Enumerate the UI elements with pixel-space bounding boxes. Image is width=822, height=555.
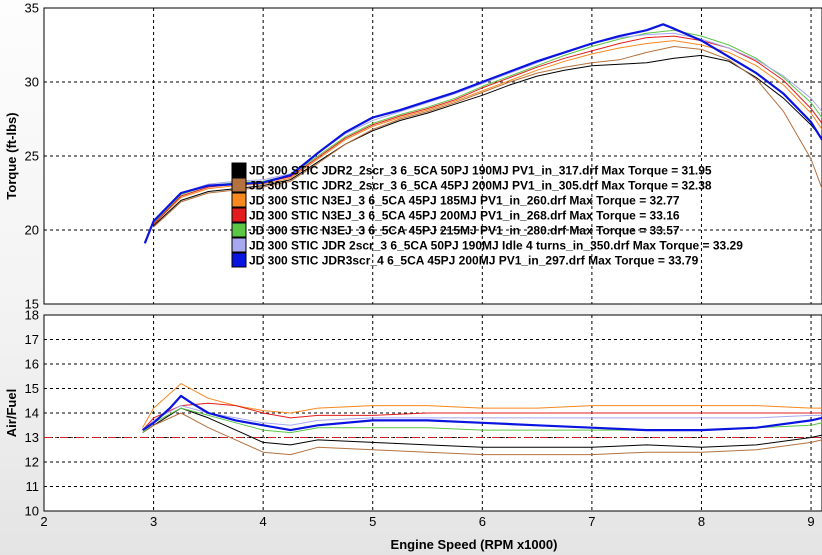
legend-swatch xyxy=(231,162,247,178)
torque-series-line xyxy=(153,32,822,222)
x-tick-label: 6 xyxy=(479,514,486,529)
x-tick-label: 7 xyxy=(588,514,595,529)
airfuel-series-line xyxy=(142,383,822,428)
y-tick-label: 14 xyxy=(25,406,39,421)
airfuel-series-line xyxy=(142,402,822,431)
legend-entry: JD 300 STIC N3EJ_3 6_5CA 45PJ 215MJ PV1_… xyxy=(249,224,680,238)
torque-series-line xyxy=(143,23,822,244)
legend-swatch xyxy=(231,207,247,223)
airfuel-series-line xyxy=(142,412,822,456)
x-tick-label: 2 xyxy=(40,514,47,529)
y-tick-label: 20 xyxy=(25,223,39,238)
torque-series-line xyxy=(153,40,822,225)
airfuel-series-line xyxy=(142,405,822,431)
torque-series-line xyxy=(153,54,822,226)
legend-swatch xyxy=(231,177,247,193)
legend-swatch xyxy=(231,222,247,238)
y-tick-label: 11 xyxy=(26,479,40,494)
x-tick-label: 8 xyxy=(698,514,705,529)
y-tick-label: 17 xyxy=(25,332,39,347)
y-tick-label: 13 xyxy=(25,430,39,445)
torque-series-line xyxy=(153,29,822,223)
legend-swatch xyxy=(231,192,247,208)
tick-labels: 2 3 4 5 6 7 8 9 15 20 25 30 35 10 11 12 13 14 15 16 17 18 xyxy=(25,1,815,530)
legend-swatch xyxy=(231,252,247,268)
legend-entry: JD 300 STIC JDR2_2scr_3 6_5CA 45PJ 200MJ… xyxy=(249,179,712,193)
y-tick-label: 35 xyxy=(25,1,39,16)
x-tick-label: 4 xyxy=(260,514,267,529)
x-axis-title: Engine Speed (RPM x1000) xyxy=(391,537,558,552)
legend: JD 300 STIC JDR2_2scr_3 6_5CA 50PJ 190MJ… xyxy=(231,162,743,268)
series-lines xyxy=(141,23,822,456)
x-tick-label: 3 xyxy=(150,514,157,529)
y-tick-label: 10 xyxy=(25,504,39,519)
y-tick-label: 15 xyxy=(25,297,39,312)
airfuel-series-line xyxy=(142,407,822,448)
torque-series-line xyxy=(153,46,822,228)
legend-entry: JD 300 STIC JDR3scr_4 6_5CA 45PJ 200MJ P… xyxy=(249,254,699,268)
torque-axis-title: Torque (ft-lbs) xyxy=(4,112,19,199)
y-tick-label: 15 xyxy=(25,381,39,396)
legend-entry: JD 300 STIC JDR 2scr_3 6_5CA 50PJ 190MJ … xyxy=(249,239,743,253)
y-tick-label: 25 xyxy=(25,149,39,164)
legend-entry: JD 300 STIC N3EJ_3 6_5CA 45PJ 185MJ PV1_… xyxy=(249,194,680,208)
airfuel-series-line xyxy=(141,394,822,432)
legend-swatch xyxy=(231,237,247,253)
y-tick-label: 12 xyxy=(25,455,39,470)
x-tick-label: 9 xyxy=(807,514,814,529)
y-tick-label: 16 xyxy=(25,357,39,372)
x-tick-label: 5 xyxy=(369,514,376,529)
y-tick-label: 30 xyxy=(25,75,39,90)
legend-entry: JD 300 STIC JDR2_2scr_3 6_5CA 50PJ 190MJ… xyxy=(249,164,712,178)
airfuel-axis-title: Air/Fuel xyxy=(4,389,19,437)
y-tick-label: 18 xyxy=(25,308,39,323)
legend-entry: JD 300 STIC N3EJ_3 6_5CA 45PJ 200MJ PV1_… xyxy=(249,209,680,223)
